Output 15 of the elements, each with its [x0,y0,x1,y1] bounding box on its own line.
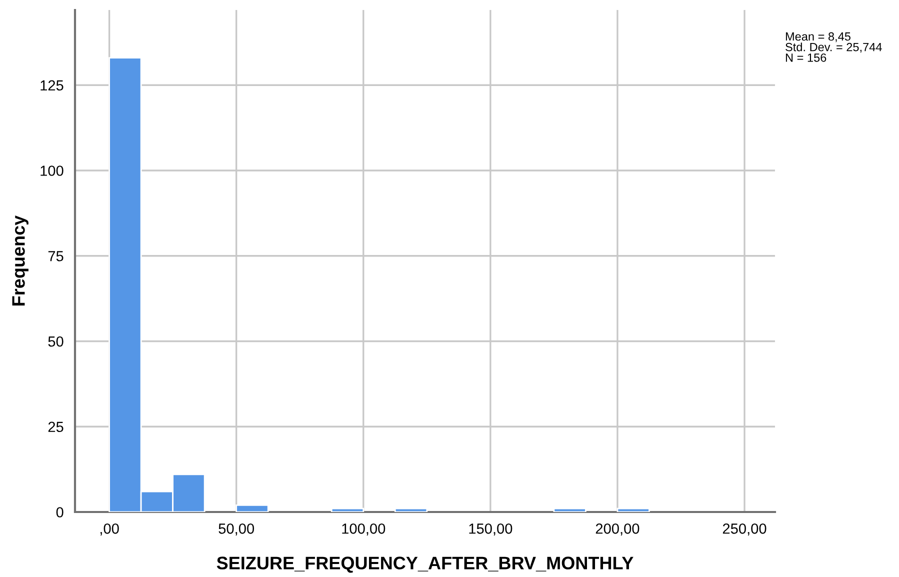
y-tick-label: 125 [40,80,64,91]
y-tick-label: 50 [48,336,64,347]
x-tick-label: 50,00 [218,523,254,536]
x-tick-label: 150,00 [469,523,512,536]
x-tick-label: 250,00 [722,523,766,536]
text: Mean = 8,45 Std. Dev. = 25,744 N = 156 [786,32,882,62]
y-tick-label: 0 [56,507,64,518]
x-axis-title: SEIZURE_FREQUENCY_AFTER_BRV_MONTHLY [216,556,634,573]
y-tick-label: 100 [40,166,64,176]
x-tick-label: ,00 [100,523,119,536]
y-tick-label: 75 [48,251,64,262]
x-tick-label: 100,00 [342,523,386,536]
y-axis-title: Frequency [12,215,28,306]
y-tick-label: 25 [48,422,64,432]
x-tick-label: 200,00 [596,523,640,536]
